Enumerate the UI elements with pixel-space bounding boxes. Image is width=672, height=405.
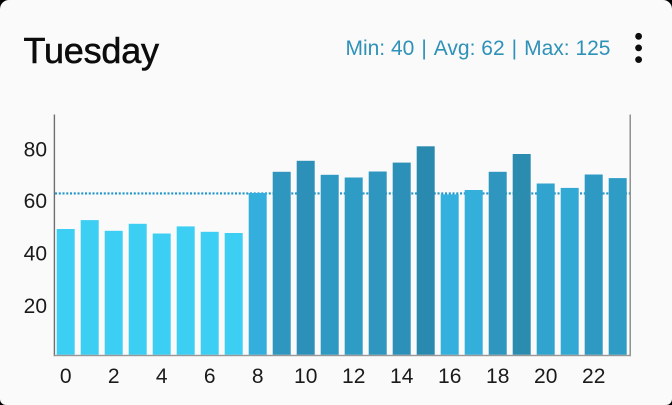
svg-text:2: 2 bbox=[108, 365, 120, 388]
svg-text:18: 18 bbox=[486, 365, 509, 388]
svg-text:80: 80 bbox=[24, 138, 47, 161]
svg-text:20: 20 bbox=[534, 365, 557, 388]
svg-text:14: 14 bbox=[390, 365, 414, 388]
svg-text:12: 12 bbox=[342, 365, 365, 388]
svg-text:40: 40 bbox=[24, 243, 47, 266]
svg-text:60: 60 bbox=[24, 190, 47, 213]
svg-text:16: 16 bbox=[438, 365, 461, 388]
svg-text:6: 6 bbox=[204, 365, 216, 388]
svg-text:20: 20 bbox=[24, 295, 47, 318]
svg-text:4: 4 bbox=[156, 365, 168, 388]
svg-text:0: 0 bbox=[60, 365, 72, 388]
svg-text:10: 10 bbox=[294, 365, 317, 388]
svg-text:22: 22 bbox=[582, 365, 605, 388]
svg-text:8: 8 bbox=[252, 365, 264, 388]
